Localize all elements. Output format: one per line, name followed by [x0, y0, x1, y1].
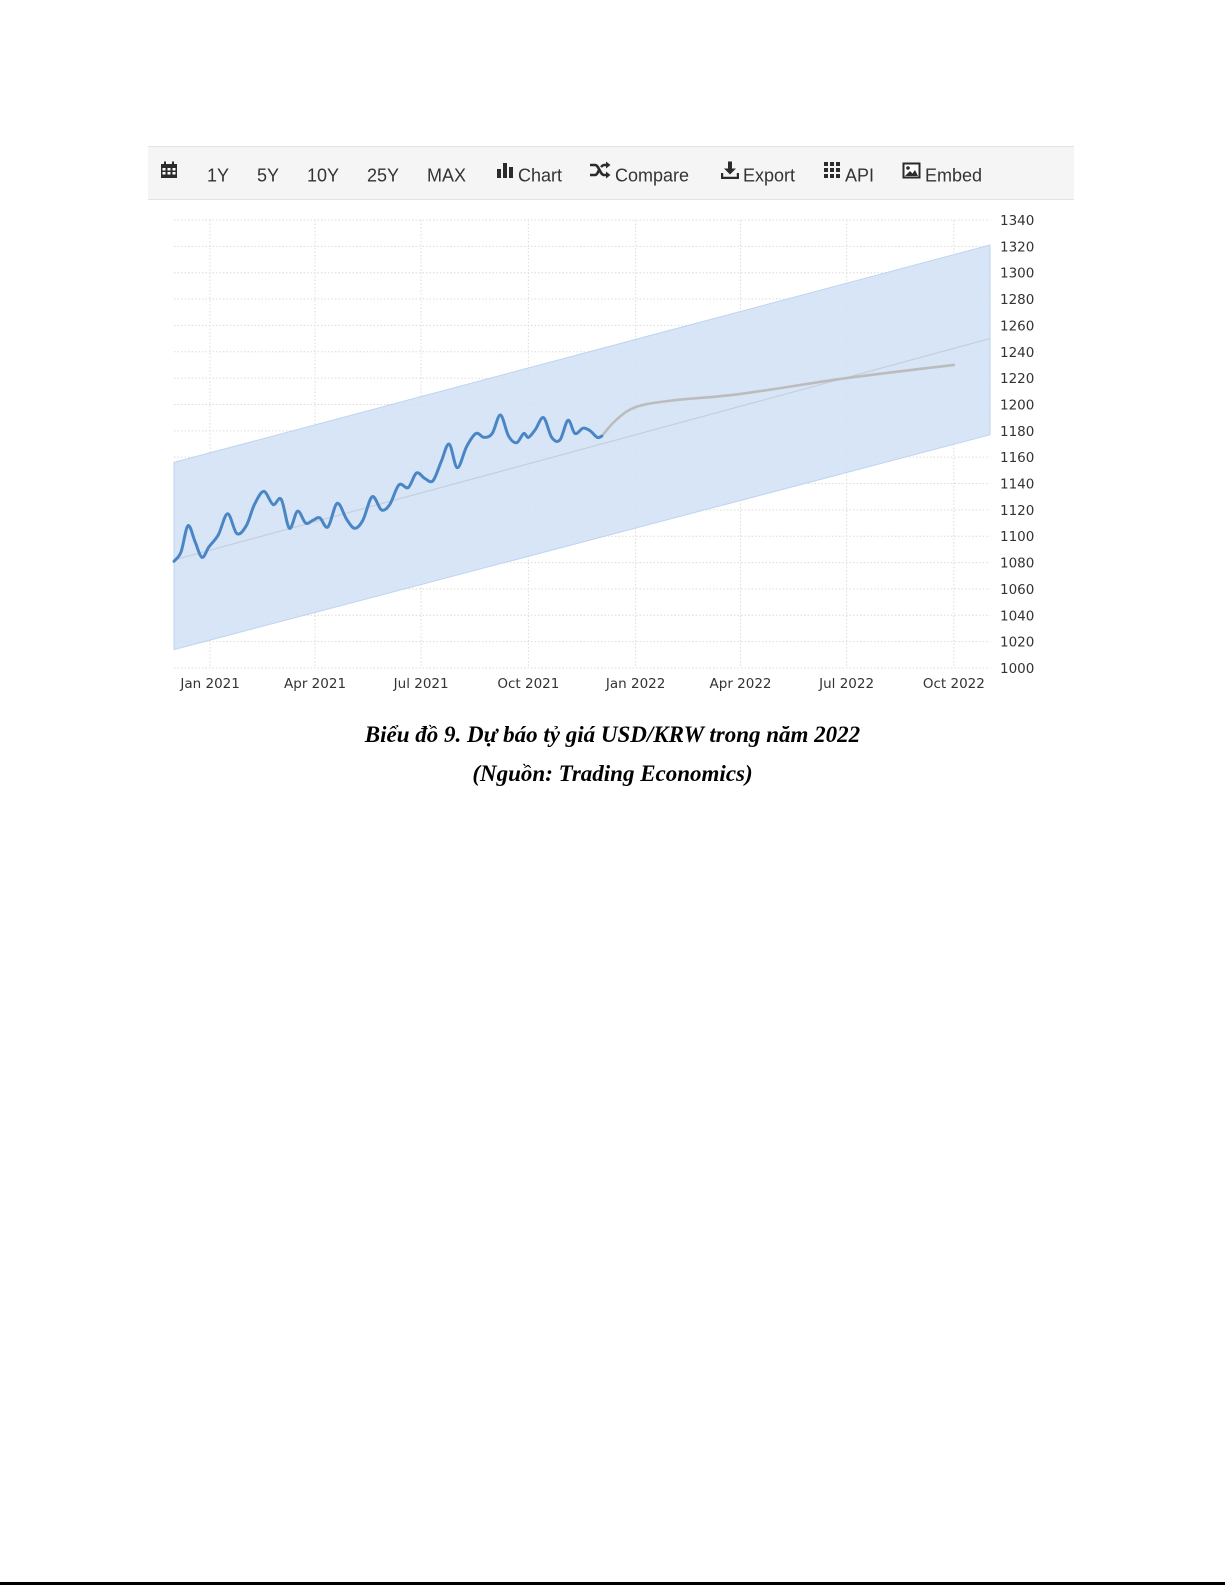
- x-tick-label: Oct 2022: [923, 676, 985, 692]
- x-tick-label: Apr 2022: [710, 676, 772, 692]
- y-tick-label: 1280: [1000, 292, 1034, 308]
- y-tick-label: 1140: [1000, 477, 1034, 493]
- x-tick-label: Jul 2022: [818, 676, 874, 692]
- chart-axes: 1000 1020 1040 1060 1080 1100 1120 1140 1160 1180…: [179, 213, 1034, 692]
- download-icon: [720, 146, 740, 200]
- calendar-icon: [160, 146, 178, 200]
- export-button[interactable]: Export: [720, 146, 796, 201]
- range-10y-label: 10Y: [307, 165, 340, 186]
- range-max-button[interactable]: MAX: [427, 147, 466, 201]
- range-1y-button[interactable]: 1Y: [207, 147, 229, 201]
- shuffle-icon: [589, 146, 611, 200]
- y-tick-label: 1100: [1000, 529, 1034, 545]
- forecast-range-band: [173, 244, 991, 651]
- x-tick-label: Apr 2021: [284, 676, 346, 692]
- usd-krw-forecast-chart: 1000 1020 1040 1060 1080 1100 1120 1140 1160 1180…: [172, 213, 1034, 692]
- api-label: API: [845, 165, 875, 186]
- range-1y-label: 1Y: [207, 165, 230, 186]
- y-tick-label: 1180: [1000, 424, 1034, 440]
- y-tick-label: 1340: [1000, 213, 1034, 229]
- range-25y-button[interactable]: 25Y: [367, 147, 399, 201]
- y-tick-label: 1240: [1000, 345, 1034, 361]
- y-tick-label: 1220: [1000, 371, 1034, 387]
- figure-caption-title: Biểu đồ 9. Dự báo tỷ giá USD/KRW trong n…: [364, 722, 861, 747]
- y-tick-label: 1260: [1000, 318, 1034, 334]
- image-icon: [902, 146, 921, 200]
- chart-widget: 1Y 5Y 10Y 25Y MAX Chart: [148, 146, 1074, 712]
- x-tick-label: Oct 2021: [497, 676, 559, 692]
- chart-toolbar: 1Y 5Y 10Y 25Y MAX Chart: [148, 146, 1074, 200]
- y-tick-label: 1020: [1000, 635, 1034, 651]
- compare-button[interactable]: Compare: [589, 147, 689, 201]
- page-bottom-rule: [0, 1582, 1225, 1585]
- y-tick-label: 1160: [1000, 450, 1034, 466]
- y-tick-label: 1000: [1000, 661, 1034, 677]
- y-tick-label: 1200: [1000, 397, 1034, 413]
- embed-button[interactable]: Embed: [902, 147, 982, 201]
- confidence-band: [173, 244, 991, 651]
- range-5y-button[interactable]: 5Y: [257, 147, 279, 201]
- chart-series: [172, 363, 956, 563]
- x-tick-label: Jan 2021: [179, 676, 239, 692]
- actual-series-line: [172, 413, 604, 563]
- y-tick-label: 1080: [1000, 556, 1034, 572]
- figure-caption-source: (Nguồn: Trading Economics): [472, 761, 753, 786]
- y-tick-label: 1320: [1000, 239, 1034, 255]
- x-tick-label: Jul 2021: [393, 676, 449, 692]
- y-tick-label: 1120: [1000, 503, 1034, 519]
- chart-type-label: Chart: [518, 165, 563, 186]
- range-10y-button[interactable]: 10Y: [307, 147, 339, 201]
- range-5y-label: 5Y: [257, 165, 280, 186]
- bar-chart-icon: [496, 146, 514, 200]
- y-tick-label: 1300: [1000, 266, 1034, 282]
- x-tick-label: Jan 2022: [605, 676, 665, 692]
- forecast-series-line: [600, 363, 956, 438]
- export-label: Export: [743, 165, 796, 186]
- range-max-label: MAX: [427, 165, 467, 186]
- grid-icon: [823, 146, 841, 200]
- embed-label: Embed: [925, 165, 983, 186]
- api-button[interactable]: API: [823, 147, 874, 201]
- chart-type-button[interactable]: Chart: [496, 147, 562, 201]
- range-25y-label: 25Y: [367, 165, 400, 186]
- y-tick-label: 1060: [1000, 582, 1034, 598]
- calendar-button[interactable]: [160, 147, 182, 201]
- compare-label: Compare: [615, 165, 690, 186]
- y-tick-label: 1040: [1000, 608, 1034, 624]
